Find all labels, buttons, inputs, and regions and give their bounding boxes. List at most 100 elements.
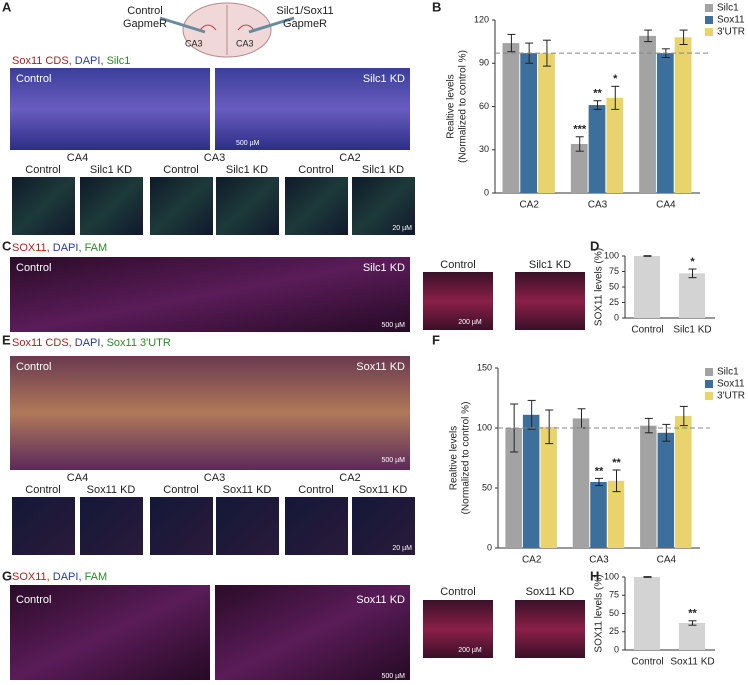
label: 500 µM bbox=[382, 322, 406, 329]
error-bar bbox=[679, 29, 688, 46]
stain-legend: SOX11, DAPI, FAM bbox=[12, 571, 107, 583]
y-tick-label: 25 bbox=[609, 626, 619, 636]
label: Control bbox=[163, 484, 198, 496]
error-bar bbox=[575, 136, 584, 152]
panel-letter: A bbox=[2, 0, 12, 14]
y-tick-label: 120 bbox=[474, 14, 489, 24]
micrograph bbox=[10, 356, 410, 470]
region-label: CA4 bbox=[67, 472, 88, 484]
label: Control bbox=[25, 164, 60, 176]
legend-label: Silc1 bbox=[717, 3, 739, 14]
label: Silc1/Sox11 bbox=[276, 5, 333, 17]
micrograph bbox=[10, 585, 210, 680]
label: CA3 bbox=[236, 38, 254, 48]
x-tick-label: CA3 bbox=[589, 555, 609, 566]
y-tick-label: 60 bbox=[479, 101, 489, 111]
label: Silc1 KD bbox=[363, 73, 405, 85]
micrograph bbox=[12, 497, 75, 555]
region-label: CA4 bbox=[67, 152, 88, 164]
y-tick-label: 150 bbox=[477, 362, 492, 372]
bar bbox=[640, 425, 657, 548]
error-bar bbox=[644, 417, 653, 434]
y-tick-label: 100 bbox=[604, 571, 619, 581]
label: Sox11 KD bbox=[356, 361, 405, 373]
y-axis-label: Realtive levels bbox=[446, 74, 457, 138]
label: Control bbox=[16, 361, 51, 373]
error-bar bbox=[611, 85, 620, 110]
label: GapmeR bbox=[123, 18, 167, 30]
stain-part: SOX11, bbox=[12, 571, 50, 583]
stain-legend: Sox11 CDS, DAPI, Sox11 3'UTR bbox=[12, 337, 171, 349]
bar bbox=[674, 37, 692, 193]
micrograph bbox=[150, 177, 213, 235]
error-bar bbox=[644, 29, 653, 43]
stain-part: Sox11 3'UTR bbox=[104, 337, 171, 349]
legend-swatch bbox=[705, 380, 713, 388]
legend-label: 3'UTR bbox=[717, 27, 745, 38]
label: Silc1 KD bbox=[226, 164, 268, 176]
legend-swatch bbox=[705, 368, 713, 376]
x-tick-label: CA4 bbox=[657, 555, 677, 566]
label: Sox11 KD bbox=[87, 484, 136, 496]
label: 500 µM bbox=[236, 140, 260, 147]
label: Control bbox=[16, 262, 51, 274]
micrograph bbox=[80, 497, 143, 555]
legend-label: 3'UTR bbox=[717, 391, 745, 402]
y-tick-label: 100 bbox=[477, 422, 492, 432]
significance-label: *** bbox=[573, 124, 587, 136]
stain-part: FAM bbox=[82, 242, 108, 254]
micrograph bbox=[216, 177, 279, 235]
label: Control bbox=[163, 164, 198, 176]
significance-label: ** bbox=[688, 608, 697, 620]
label: Sox11 KD bbox=[359, 484, 408, 496]
y-tick-label: 0 bbox=[487, 542, 492, 552]
label: Control bbox=[16, 73, 51, 85]
micrograph bbox=[80, 177, 143, 235]
label: Control bbox=[25, 484, 60, 496]
panel-letter: B bbox=[432, 0, 441, 14]
legend-label: Silc1 bbox=[717, 367, 739, 378]
legend-label: Sox11 bbox=[717, 15, 745, 26]
stain-legend: SOX11, DAPI, FAM bbox=[12, 242, 107, 254]
significance-label: * bbox=[613, 73, 618, 85]
x-tick-label: Control bbox=[631, 325, 663, 336]
x-tick-label: CA3 bbox=[588, 200, 608, 211]
label: Control bbox=[440, 586, 475, 598]
bar bbox=[590, 482, 607, 548]
bar bbox=[657, 432, 675, 548]
bar bbox=[588, 105, 606, 193]
stain-legend: Sox11 CDS, DAPI, Silc1 bbox=[12, 55, 130, 67]
label: 200 µM bbox=[458, 647, 482, 654]
y-tick-label: 50 bbox=[609, 281, 619, 291]
stain-part: DAPI, bbox=[72, 55, 104, 67]
stain-part: DAPI, bbox=[72, 337, 104, 349]
x-tick-label: Sox11 KD bbox=[670, 657, 714, 668]
label: Silc1 KD bbox=[529, 259, 571, 271]
bar bbox=[639, 35, 656, 193]
region-label: CA2 bbox=[339, 472, 360, 484]
label: 20 µM bbox=[392, 225, 412, 232]
y-tick-label: 0 bbox=[614, 644, 619, 654]
stain-part: FAM bbox=[82, 571, 108, 583]
significance-label: ** bbox=[595, 465, 604, 477]
label: Control bbox=[127, 5, 162, 17]
micrograph bbox=[515, 272, 585, 330]
stain-part: DAPI, bbox=[50, 242, 82, 254]
error-bar bbox=[527, 399, 536, 430]
y-tick-label: 30 bbox=[479, 144, 489, 154]
label: Control bbox=[298, 484, 333, 496]
error-bar bbox=[507, 33, 516, 53]
bar bbox=[607, 480, 625, 548]
micrograph bbox=[285, 497, 348, 555]
panel-letter: E bbox=[2, 332, 11, 347]
bar bbox=[520, 53, 538, 194]
micrograph bbox=[352, 497, 415, 555]
error-bar bbox=[679, 405, 688, 427]
label: Silc1 KD bbox=[90, 164, 132, 176]
panel-letter: F bbox=[432, 332, 440, 347]
legend-swatch bbox=[705, 4, 713, 12]
label: Control bbox=[298, 164, 333, 176]
y-axis-label: Realtive levels bbox=[449, 426, 460, 490]
bar bbox=[679, 273, 705, 318]
